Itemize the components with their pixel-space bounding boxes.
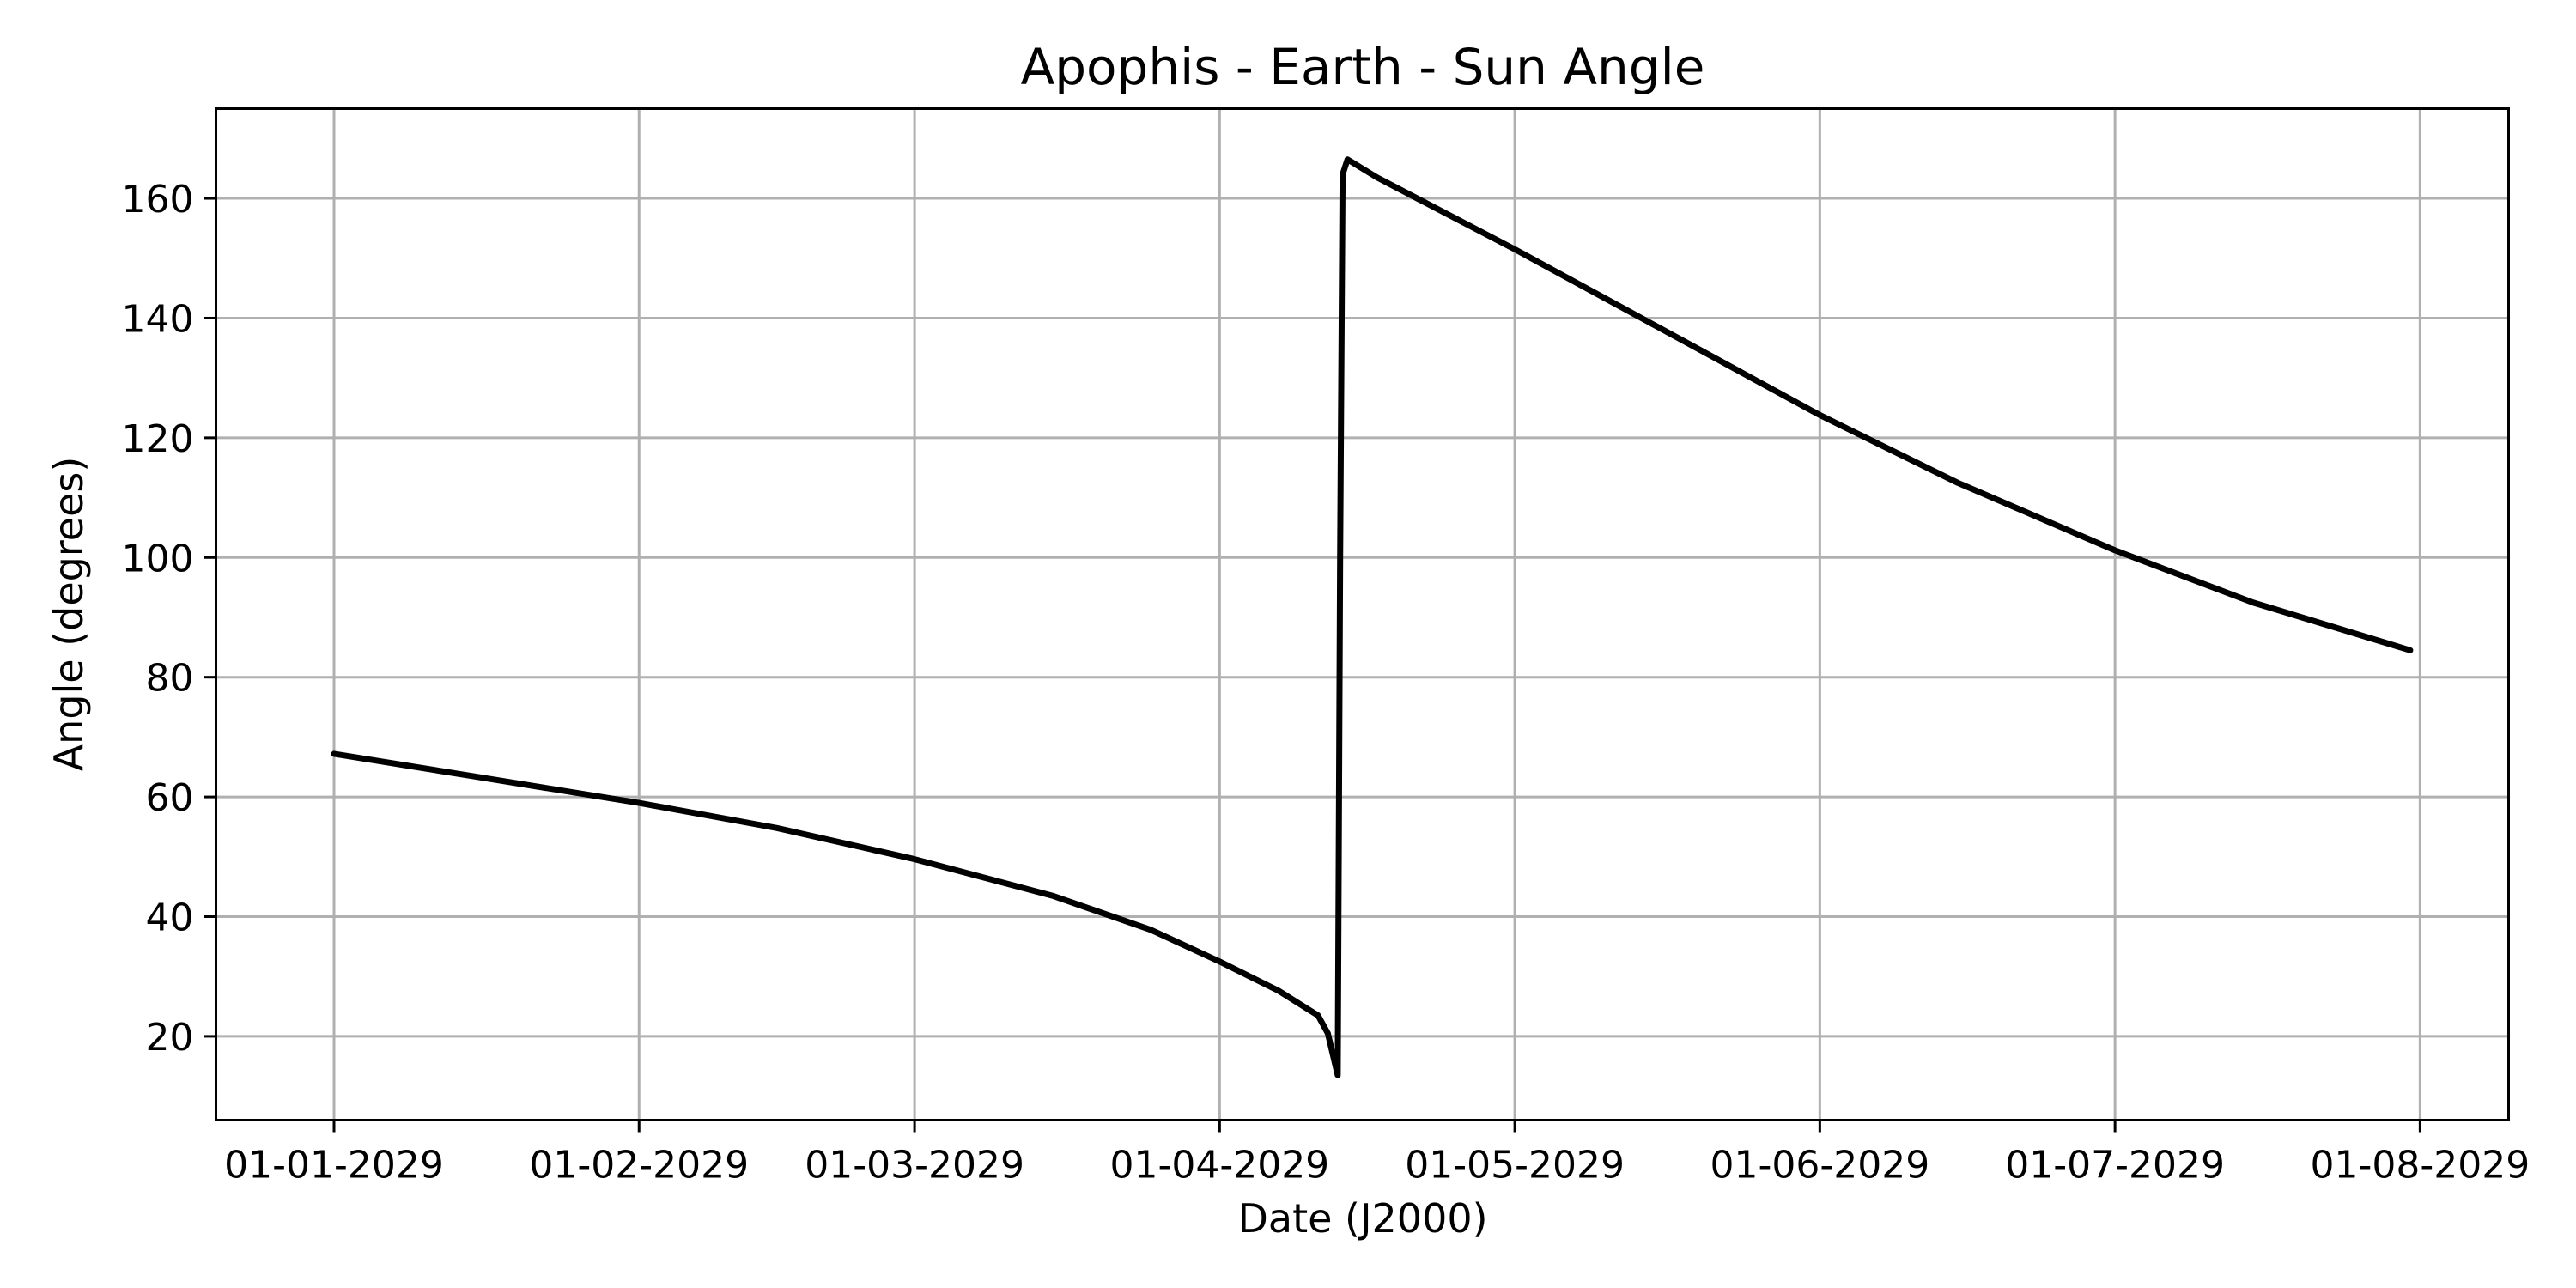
y-tick-label: 140 <box>122 297 194 341</box>
x-tick-label: 01-04-2029 <box>1109 1144 1329 1188</box>
y-tick-label: 80 <box>146 657 194 701</box>
y-tick-label: 100 <box>122 537 194 580</box>
x-tick-label: 01-06-2029 <box>1710 1144 1929 1188</box>
y-tick-label: 120 <box>122 417 194 461</box>
x-tick-label: 01-05-2029 <box>1405 1144 1625 1188</box>
series-layer <box>331 156 2414 1078</box>
chart-title: Apophis - Earth - Sun Angle <box>1021 38 1705 96</box>
y-tick-label: 160 <box>122 178 194 222</box>
x-tick-label: 01-08-2029 <box>2311 1144 2530 1188</box>
y-tick-label: 40 <box>146 896 194 940</box>
x-tick-label: 01-02-2029 <box>529 1144 749 1188</box>
y-tick-label: 20 <box>146 1016 194 1060</box>
plot-area-frame <box>215 107 2510 1121</box>
x-tick-label: 01-01-2029 <box>224 1144 444 1188</box>
x-tick-label: 01-07-2029 <box>2005 1144 2225 1188</box>
y-axis-label: Angle (degrees) <box>46 457 92 772</box>
x-tick-label: 01-03-2029 <box>805 1144 1024 1188</box>
angle-series-line <box>331 156 2414 1078</box>
y-tick-label: 60 <box>146 776 194 820</box>
grid-layer <box>216 108 2509 1121</box>
tick-layer: 01-01-2029 01-02-2029 01-03-2029 01-04-2029… <box>122 178 2530 1187</box>
x-axis-label: Date (J2000) <box>1237 1195 1487 1242</box>
